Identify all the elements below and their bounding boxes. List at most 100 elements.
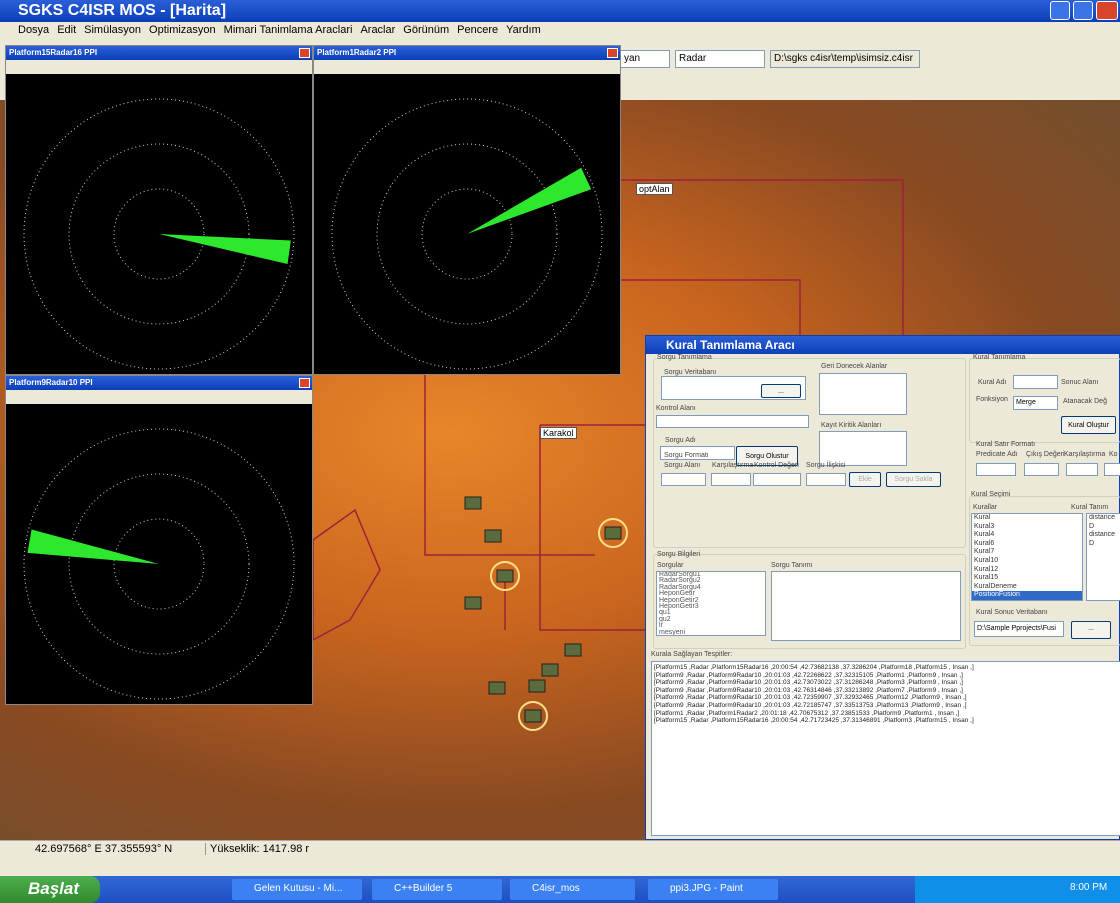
vehicle[interactable] <box>496 569 514 583</box>
label: Kural Tanım <box>1071 504 1109 511</box>
list-item[interactable]: PositionFusion <box>972 591 1082 600</box>
button[interactable]: Sorgu Sakla <box>886 472 941 487</box>
combo-box[interactable]: yan <box>620 50 670 68</box>
browse-button[interactable]: ... <box>761 384 801 398</box>
menu-item[interactable]: Dosya <box>18 24 50 36</box>
close-button[interactable] <box>299 378 310 388</box>
text-area[interactable] <box>819 431 907 466</box>
button[interactable]: Ekle <box>849 472 881 487</box>
close-button[interactable] <box>1096 1 1118 20</box>
list-item[interactable]: qu1 <box>659 609 671 617</box>
group-label: Kural Sonuc Veritabanı <box>976 609 1048 616</box>
vehicle[interactable] <box>604 526 622 540</box>
label: Kayıt Kiritik Alanları <box>821 422 882 429</box>
task-button[interactable]: C++Builder 5 <box>372 879 502 900</box>
list-item[interactable]: distance D <box>1089 514 1116 530</box>
combo-box[interactable]: Radar <box>675 50 765 68</box>
text-field[interactable] <box>1013 375 1058 389</box>
combo-box[interactable] <box>661 473 706 486</box>
list-item[interactable]: Kural6 <box>974 539 995 547</box>
vehicle-icons <box>464 496 622 723</box>
combo-box[interactable] <box>976 463 1016 476</box>
text-area[interactable] <box>771 571 961 641</box>
menu-item[interactable]: Simülasyon <box>84 24 142 36</box>
map-overlay <box>312 179 904 731</box>
list-box[interactable]: RadarSorgu1 RadarSorgu2 RadarSorgu4 HeponGe… <box>656 571 766 636</box>
list-item[interactable]: RadarSorgu1 <box>659 571 701 578</box>
clock: 8:00 PM <box>1070 882 1108 893</box>
menu-item[interactable]: Mimari Tanimlama Araclari <box>223 24 353 36</box>
combo-box[interactable] <box>1104 463 1120 476</box>
vehicle[interactable] <box>488 681 506 695</box>
close-button[interactable] <box>299 48 310 58</box>
vehicle[interactable] <box>524 709 542 723</box>
browse-button[interactable]: ... <box>1071 621 1111 639</box>
ppi-display <box>23 98 295 370</box>
list-item[interactable]: mesyeni <box>659 628 686 636</box>
label: Sorgu Veritabanı <box>664 369 717 376</box>
list-item[interactable]: RadarSorgu2 <box>659 577 701 585</box>
button[interactable]: Sorgu Olustur <box>736 446 798 466</box>
menu-item[interactable]: Görünüm <box>403 24 450 36</box>
vehicle[interactable] <box>484 529 502 543</box>
task-button[interactable]: C4isr_mos <box>510 879 635 900</box>
vehicle[interactable] <box>464 496 482 510</box>
list-item[interactable]: Kural <box>974 514 991 521</box>
list-item[interactable]: HeponGetir3 <box>659 603 699 611</box>
list-item[interactable]: lr <box>659 622 663 630</box>
list-item[interactable]: qu2 <box>659 615 671 623</box>
area-border <box>620 279 801 335</box>
list-item[interactable]: Kural7 <box>974 548 995 556</box>
list-item[interactable]: Kural10 <box>974 556 999 564</box>
list-item[interactable]: Kural12 <box>974 565 999 573</box>
vehicle[interactable] <box>564 643 582 657</box>
radar-sweep <box>27 529 159 564</box>
combo-box[interactable] <box>1066 463 1098 476</box>
list-box[interactable]: Kural Kural3 Kural4 Kural6 Kural7 Kural10 Kura… <box>971 513 1083 601</box>
task-button[interactable]: ppi3.JPG - Paint <box>648 879 778 900</box>
list-item[interactable]: KuralDeneme <box>974 582 1017 590</box>
group-box <box>969 496 1120 646</box>
list-item[interactable]: RadarSorgu4 <box>659 583 701 591</box>
task-button[interactable]: Gelen Kutusu - Mi... <box>232 879 362 900</box>
vehicle[interactable] <box>528 679 546 693</box>
button[interactable]: Kural Oluştur <box>1061 416 1116 434</box>
maximize-button[interactable] <box>1073 1 1093 20</box>
label: Sorgu Tanımı <box>771 562 813 569</box>
list-item[interactable]: Kural3 <box>974 522 995 530</box>
close-button[interactable] <box>607 48 618 58</box>
label: Kontrol Alanı <box>656 405 696 412</box>
range-ring <box>421 188 513 280</box>
combo-box[interactable] <box>1024 463 1059 476</box>
text-field[interactable]: D:\Sample Pprojects\Fusi <box>974 621 1064 637</box>
elevation: Yükseklik: 1417.98 r <box>205 843 309 855</box>
list-item[interactable]: Kural4 <box>974 531 995 539</box>
vehicle[interactable] <box>464 596 482 610</box>
start-button[interactable]: Başlat <box>0 876 100 903</box>
menu-item[interactable]: Araclar <box>360 24 396 36</box>
menu-item[interactable]: Optimizasyon <box>149 24 216 36</box>
list-item[interactable]: HeponGetir2 <box>659 596 699 604</box>
selection-ring <box>490 561 520 591</box>
list-item[interactable]: Kural15 <box>974 574 999 582</box>
menu-item[interactable]: Yardım <box>506 24 541 36</box>
minimize-button[interactable] <box>1050 1 1070 20</box>
path-field[interactable]: D:\sgks c4isr\temp\isimsiz.c4isr <box>770 50 920 68</box>
range-ring <box>113 518 205 610</box>
ppi-display <box>331 98 603 370</box>
list-item[interactable]: HeponGetir <box>659 590 695 598</box>
list-item[interactable]: distance D <box>1089 531 1116 547</box>
vehicle[interactable] <box>541 663 559 677</box>
combo-box[interactable] <box>656 415 809 428</box>
menu-item[interactable]: Edit <box>57 24 77 36</box>
text-field[interactable]: Merge <box>1013 396 1058 410</box>
combo-box[interactable] <box>711 473 751 486</box>
text-field[interactable] <box>753 473 801 486</box>
text-area[interactable] <box>819 373 907 415</box>
combo-box[interactable] <box>806 473 846 486</box>
rule-dialog: Kural Tanımlama Aracı Sorgu Tanımlama So… <box>645 335 1120 840</box>
range-ring <box>68 143 250 325</box>
menu-item[interactable]: Pencere <box>457 24 499 36</box>
text-field[interactable] <box>660 446 735 460</box>
